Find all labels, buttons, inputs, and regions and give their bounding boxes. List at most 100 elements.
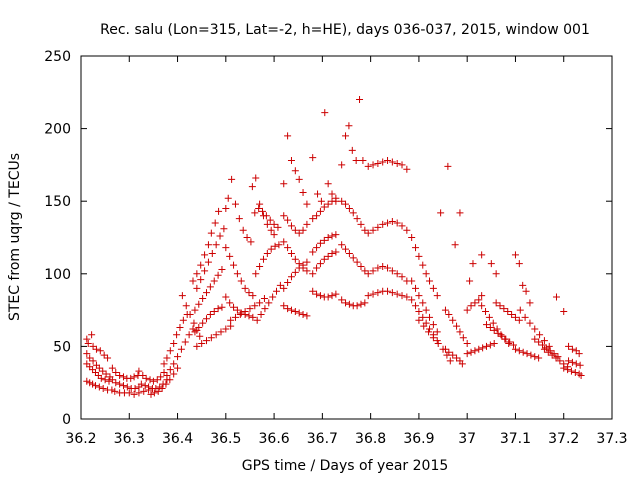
data-point — [210, 277, 218, 285]
data-point — [222, 244, 230, 252]
data-point — [412, 302, 420, 310]
data-point — [345, 122, 353, 130]
data-point — [463, 339, 471, 347]
data-point — [502, 335, 510, 343]
data-point — [284, 132, 292, 140]
data-point — [521, 313, 529, 321]
data-point — [88, 331, 96, 339]
plot-frame — [80, 55, 613, 420]
data-point — [471, 347, 479, 355]
data-point — [119, 382, 127, 390]
data-point — [426, 313, 434, 321]
data-point — [295, 264, 303, 272]
data-point — [100, 351, 108, 359]
data-point — [233, 270, 241, 278]
data-point — [567, 367, 575, 375]
data-point — [316, 292, 324, 300]
data-point — [332, 248, 340, 256]
data-point — [313, 244, 321, 252]
data-point — [295, 175, 303, 183]
data-point — [130, 390, 138, 398]
x-tick-label: 37 — [458, 431, 476, 447]
data-point — [316, 260, 324, 268]
data-point — [160, 369, 168, 377]
data-point — [142, 374, 150, 382]
data-point — [84, 339, 92, 347]
data-point — [433, 328, 441, 336]
data-point — [544, 348, 552, 356]
data-point — [104, 354, 112, 362]
data-point — [357, 300, 365, 308]
x-tick-label: 36.3 — [114, 431, 145, 447]
data-point — [429, 334, 437, 342]
data-point — [127, 374, 135, 382]
data-point — [419, 313, 427, 321]
data-point — [162, 380, 170, 388]
data-point — [320, 236, 328, 244]
x-tick-label: 37.3 — [596, 431, 627, 447]
data-point — [231, 313, 239, 321]
data-point — [303, 220, 311, 228]
data-point — [531, 353, 539, 361]
data-point — [545, 342, 553, 350]
data-point — [538, 341, 546, 349]
data-point — [226, 252, 234, 260]
data-point — [166, 376, 174, 384]
data-point — [267, 245, 275, 253]
data-point — [218, 303, 226, 311]
data-point — [320, 203, 328, 211]
data-point — [190, 319, 198, 327]
data-point — [420, 322, 428, 330]
data-point — [398, 273, 406, 281]
data-point — [154, 387, 162, 395]
data-point — [552, 293, 560, 301]
data-point — [201, 251, 209, 259]
data-point — [284, 305, 292, 313]
data-point — [89, 357, 97, 365]
data-point — [568, 358, 576, 366]
data-point — [204, 258, 212, 266]
data-point — [316, 207, 324, 215]
data-point — [191, 306, 199, 314]
data-point — [374, 289, 382, 297]
data-point — [384, 287, 392, 295]
data-point — [572, 360, 580, 368]
data-point — [511, 345, 519, 353]
data-point — [237, 309, 245, 317]
data-point — [212, 331, 220, 339]
data-point — [199, 319, 207, 327]
data-point — [211, 219, 219, 227]
data-point — [426, 277, 434, 285]
data-point — [369, 161, 377, 169]
data-point — [565, 342, 573, 350]
data-point — [245, 312, 253, 320]
data-point — [218, 265, 226, 273]
data-point — [108, 386, 116, 394]
data-point — [217, 328, 225, 336]
x-tick-label: 36.7 — [307, 431, 338, 447]
data-point — [270, 220, 278, 228]
data-point — [478, 251, 486, 259]
x-tick-label: 36.8 — [355, 431, 386, 447]
data-point — [157, 373, 165, 381]
data-point — [83, 335, 91, 343]
data-point — [364, 162, 372, 170]
data-point — [379, 158, 387, 166]
data-point — [119, 373, 127, 381]
data-point — [504, 308, 512, 316]
data-point — [201, 267, 209, 275]
data-point — [338, 241, 346, 249]
data-point — [353, 258, 361, 266]
x-tick-label: 36.2 — [65, 431, 96, 447]
data-point — [374, 223, 382, 231]
data-point — [422, 306, 430, 314]
data-point — [320, 255, 328, 263]
data-point — [540, 337, 548, 345]
data-point — [469, 260, 477, 268]
data-point — [92, 361, 100, 369]
data-point — [212, 241, 220, 249]
data-point — [94, 371, 102, 379]
data-point — [299, 188, 307, 196]
data-point — [426, 325, 434, 333]
